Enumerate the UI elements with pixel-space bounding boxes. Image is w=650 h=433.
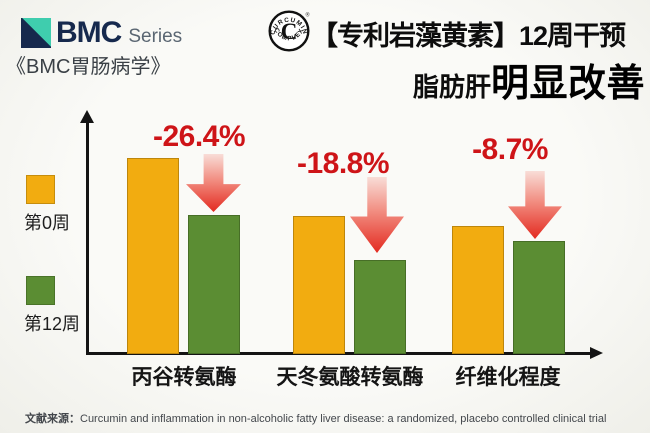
citation-text: Curcumin and inflammation in non-alcohol… (80, 413, 607, 425)
subtitle-big-text: 明显改善 (490, 63, 645, 105)
bmc-wordmark: BMC (56, 16, 122, 49)
legend-swatch-week0 (26, 175, 55, 204)
seal-center-letter: C (281, 19, 298, 44)
change-label-fibrosis: -8.7% (472, 133, 548, 166)
bmc-logo-teal-triangle (22, 18, 51, 47)
change-label-ast: -18.8% (296, 147, 390, 180)
curcumin-complex-seal-icon: CURCUMIN COMPLEX C ® (268, 10, 311, 53)
bar-第0周-丙谷转氨酶 (127, 158, 179, 354)
category-label-ast: 天冬氨酸转氨酶 (276, 366, 424, 389)
legend-label-week12: 第12周 (24, 314, 81, 334)
journal-name: 《BMC胃肠病学》 (6, 56, 171, 78)
y-axis-arrowhead (80, 110, 94, 123)
category-label-alt: 丙谷转氨酶 (131, 366, 237, 389)
subtitle: 脂肪肝 明显改善 (413, 52, 645, 107)
y-axis (86, 122, 89, 355)
bar-第0周-天冬氨酸转氨酶 (293, 216, 345, 354)
decrease-arrow-icon (508, 171, 562, 239)
main-title: 【专利岩藻黄素】12周干预 (311, 21, 626, 51)
registered-mark: ® (305, 12, 310, 19)
decrease-arrow-icon (186, 154, 241, 212)
bmc-logo-row: BMC Series (21, 16, 182, 50)
decrease-arrow-icon (350, 177, 404, 253)
bar-第12周-丙谷转氨酶 (188, 215, 240, 354)
citation-label: 文献来源： (25, 413, 80, 425)
category-label-fibrosis: 纤维化程度 (455, 366, 561, 389)
bar-第12周-天冬氨酸转氨酶 (354, 260, 406, 354)
legend-label-week0: 第0周 (24, 213, 71, 233)
bar-第12周-纤维化程度 (513, 241, 565, 354)
change-label-alt: -26.4% (152, 120, 246, 153)
legend-swatch-week12 (26, 276, 55, 305)
subtitle-small-text: 脂肪肝 (412, 72, 491, 102)
bmc-logo-icon (21, 18, 51, 48)
bar-第0周-纤维化程度 (452, 226, 504, 354)
bmc-series-label: Series (128, 26, 183, 47)
citation: 文献来源：Curcumin and inflammation in non-al… (25, 410, 640, 426)
x-axis-arrowhead (590, 347, 603, 359)
